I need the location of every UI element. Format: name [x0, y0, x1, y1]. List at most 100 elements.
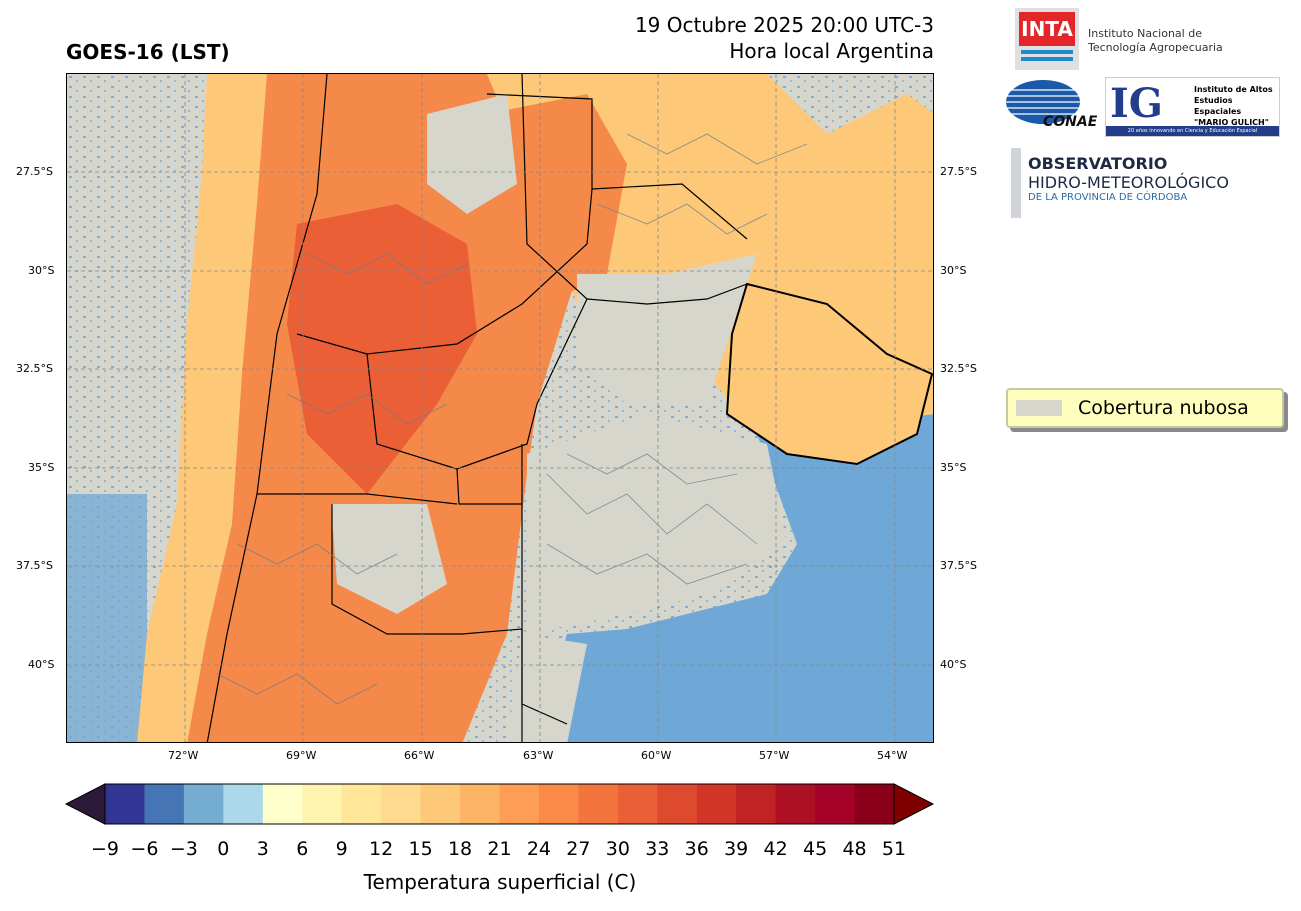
ig-logo: IG Instituto de Altos Estudios Espaciale… — [1105, 77, 1280, 137]
colorbar-tick: 33 — [645, 838, 670, 860]
colorbar-cell — [815, 784, 856, 824]
colorbar-tick: 21 — [487, 838, 512, 860]
colorbar-tick: 42 — [763, 838, 788, 860]
lat-tick-left: 27.5°S — [16, 165, 53, 178]
timestamp: 19 Octubre 2025 20:00 UTC-3 Hora local A… — [635, 12, 934, 64]
colorbar-tick: −3 — [169, 838, 198, 860]
colorbar-cell — [657, 784, 698, 824]
lat-tick-left: 30°S — [28, 264, 55, 277]
cloud-swatch — [1016, 400, 1062, 416]
inta-stripe — [1021, 57, 1073, 61]
lon-tick: 57°W — [759, 749, 790, 762]
lat-tick-left: 35°S — [28, 461, 55, 474]
colorbar-overflow — [893, 783, 935, 825]
inta-logo-mark: INTA — [1019, 12, 1075, 46]
lat-tick-right: 27.5°S — [940, 165, 977, 178]
colorbar-tick: 51 — [881, 838, 907, 860]
colorbar-tick: 6 — [296, 838, 309, 860]
obs-line3: DE LA PROVINCIA DE CÓRDOBA — [1028, 192, 1188, 203]
colorbar-tick: −6 — [130, 838, 159, 860]
colorbar-cell — [381, 784, 422, 824]
uruguay-outline — [725, 282, 933, 466]
colorbar-tick: 36 — [684, 838, 709, 860]
lat-tick-right: 32.5°S — [940, 362, 977, 375]
hot-core-region — [287, 204, 477, 494]
colorbar-cell — [420, 784, 461, 824]
colorbar-tick: 45 — [803, 838, 828, 860]
lat-tick-left: 40°S — [28, 658, 55, 671]
colorbar-cell — [854, 784, 895, 824]
ig-line1: Instituto de Altos — [1194, 85, 1273, 94]
timestamp-line2: Hora local Argentina — [729, 39, 934, 63]
cloud-patch-north — [427, 94, 517, 214]
conae-logo: CONAE — [1005, 80, 1097, 132]
obs-line2: HIDRO-METEOROLÓGICO — [1028, 173, 1229, 192]
colorbar — [64, 783, 935, 825]
colorbar-cell — [578, 784, 619, 824]
colorbar-cell — [499, 784, 540, 824]
lat-tick-right: 40°S — [940, 658, 967, 671]
timestamp-line1: 19 Octubre 2025 20:00 UTC-3 — [634, 13, 934, 37]
lon-tick: 69°W — [286, 749, 317, 762]
lst-map — [66, 73, 934, 743]
inta-line2: Tecnología Agropecuaria — [1088, 41, 1223, 54]
colorbar-cell — [105, 784, 145, 824]
colorbar-label: Temperatura superficial (C) — [363, 870, 637, 894]
cloud-legend-label: Cobertura nubosa — [1078, 397, 1249, 419]
colorbar-tick: 0 — [217, 838, 230, 860]
colorbar-tick: −9 — [90, 838, 120, 860]
ig-line3: "MARIO GULICH" — [1194, 118, 1269, 127]
colorbar-cell — [183, 784, 224, 824]
cloud-patch-litoral — [577, 254, 757, 404]
colorbar-cell — [302, 784, 343, 824]
ig-text: Instituto de Altos Estudios Espaciales "… — [1194, 84, 1279, 128]
colorbar-cell — [223, 784, 264, 824]
colorbar-cell — [460, 784, 500, 824]
colorbar-tick: 15 — [408, 838, 433, 860]
lat-tick-right: 37.5°S — [940, 559, 977, 572]
colorbar-cell — [538, 784, 579, 824]
cloud-legend: Cobertura nubosa — [1006, 388, 1284, 428]
colorbar-cell — [341, 784, 382, 824]
lat-tick-left: 37.5°S — [16, 559, 53, 572]
inta-stripe — [1021, 50, 1073, 54]
department-borders — [216, 133, 808, 705]
colorbar-cell — [696, 784, 737, 824]
west-mild-band — [137, 74, 267, 742]
colorbar-tick: 48 — [842, 838, 867, 860]
lat-tick-right: 30°S — [940, 264, 967, 277]
graticule — [67, 74, 933, 742]
colorbar-tick: 3 — [256, 838, 269, 860]
inta-line1: Instituto Nacional de — [1088, 27, 1202, 40]
inta-logo: INTA — [1015, 8, 1079, 70]
colorbar-tick: 12 — [369, 838, 394, 860]
obs-line1: OBSERVATORIO — [1028, 154, 1168, 173]
cloud-patch-la-pampa — [331, 504, 447, 614]
colorbar-tick: 24 — [526, 838, 552, 860]
lon-tick: 63°W — [523, 749, 554, 762]
lon-tick: 66°W — [404, 749, 435, 762]
colorbar-underflow — [64, 783, 106, 825]
colorbar-tick: 9 — [335, 838, 348, 860]
colorbar-cell — [144, 784, 185, 824]
ig-line2: Estudios Espaciales — [1194, 96, 1242, 116]
ig-mark: IG — [1110, 80, 1163, 127]
colorbar-cell — [617, 784, 658, 824]
colorbar-tick: 27 — [566, 838, 591, 860]
colorbar-tick: 18 — [447, 838, 473, 860]
colorbar-cell — [775, 784, 816, 824]
atlantic-ocean — [537, 414, 933, 742]
colorbar-frame — [104, 783, 895, 825]
ig-tagline: 20 años innovando en Ciencia y Educación… — [1106, 126, 1279, 136]
map-canvas — [67, 74, 933, 742]
colorbar-tick: 30 — [605, 838, 630, 860]
inta-text: Instituto Nacional de Tecnología Agropec… — [1088, 27, 1223, 55]
colorbar-tick: 39 — [724, 838, 749, 860]
lon-tick: 72°W — [168, 749, 199, 762]
conae-text: CONAE — [1043, 114, 1098, 130]
lon-tick: 54°W — [877, 749, 908, 762]
lat-tick-left: 32.5°S — [16, 362, 53, 375]
pacific-ocean — [67, 494, 147, 742]
lat-tick-right: 35°S — [940, 461, 967, 474]
lon-tick: 60°W — [641, 749, 672, 762]
